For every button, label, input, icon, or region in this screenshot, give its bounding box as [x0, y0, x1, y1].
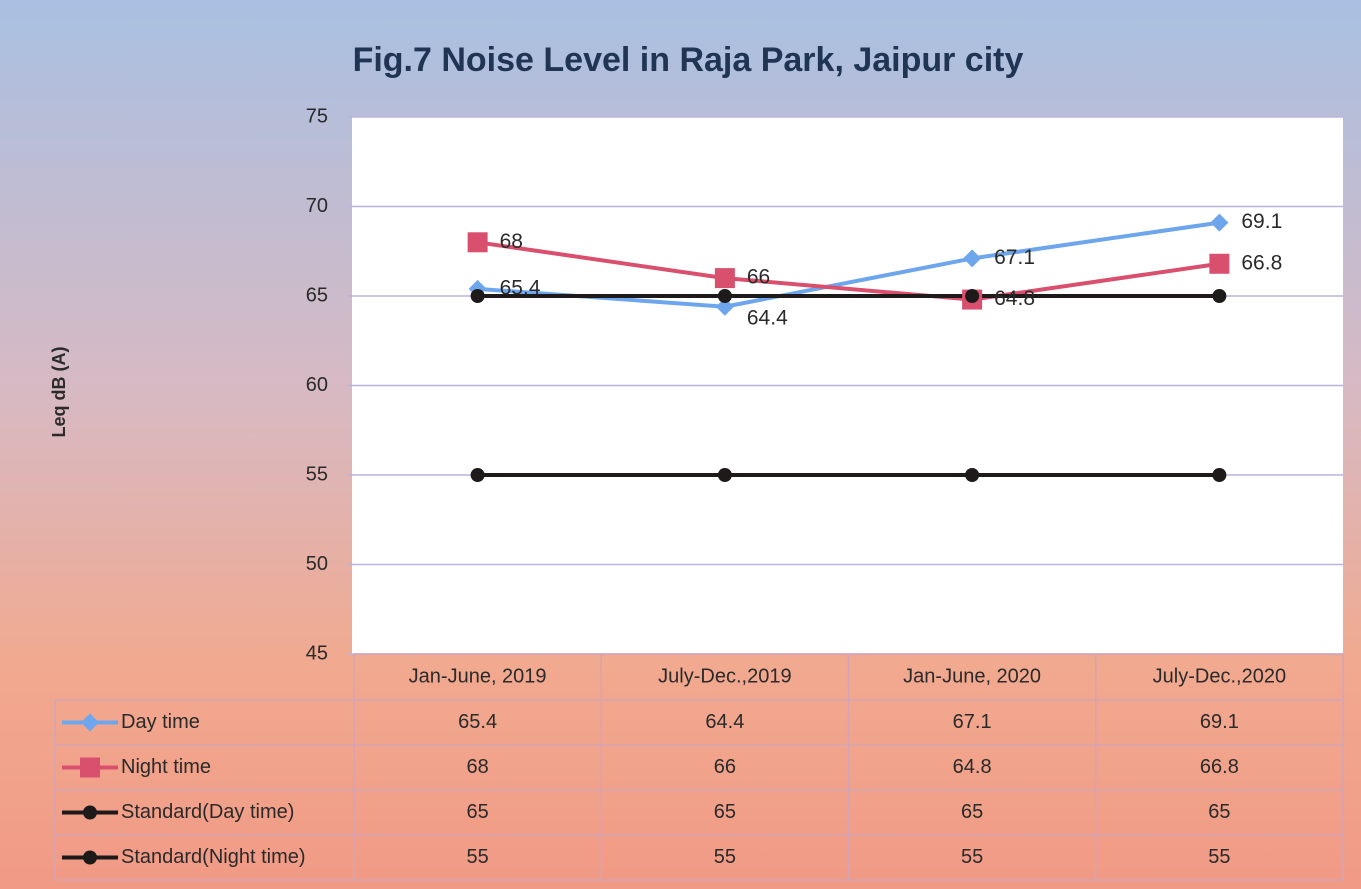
data-label: 65.4	[500, 276, 541, 299]
legend-label: Standard(Night time)	[121, 846, 306, 868]
x-tick-label: Jan-June, 2019	[409, 665, 547, 687]
series-line	[477, 240, 1220, 302]
series-marker	[1210, 213, 1229, 232]
chart-title: Fig.7 Noise Level in Raja Park, Jaipur c…	[353, 41, 1024, 79]
y-axis-label: Leq dB (A)	[49, 347, 69, 438]
series-marker	[965, 289, 980, 303]
legend-label: Night time	[121, 756, 211, 778]
table-value: 65.4	[458, 711, 497, 733]
series-marker	[1212, 289, 1227, 303]
data-label: 66.8	[1241, 251, 1282, 274]
table-value: 66	[714, 756, 736, 778]
data-label: 67.1	[994, 246, 1035, 269]
table-value: 55	[714, 846, 736, 868]
y-tick-label: 45	[306, 642, 328, 664]
x-tick-label: Jan-June, 2020	[903, 665, 1041, 687]
table-value: 68	[467, 756, 489, 778]
x-tick-label: July-Dec.,2019	[658, 665, 791, 687]
y-tick-label: 65	[306, 284, 328, 306]
legend-marker	[83, 805, 97, 820]
table-value: 55	[1208, 846, 1230, 868]
series-marker	[715, 297, 734, 316]
series-marker	[714, 268, 735, 289]
data-label: 69.1	[1241, 210, 1282, 233]
table-value: 55	[961, 846, 983, 868]
table-value: 67.1	[953, 711, 992, 733]
series-marker	[470, 289, 485, 303]
data-label: 66	[747, 266, 770, 289]
series-marker	[1209, 253, 1230, 274]
legend-marker	[83, 850, 97, 865]
y-tick-label: 55	[306, 463, 328, 485]
data-label: 68	[500, 230, 523, 253]
series-marker	[717, 289, 732, 303]
legend-marker	[80, 757, 100, 778]
table-value: 65	[714, 801, 736, 823]
series-marker	[965, 468, 980, 482]
series-marker	[470, 468, 485, 482]
table-value: 65	[467, 801, 489, 823]
series-marker	[467, 232, 488, 253]
table-value: 64.8	[953, 756, 992, 778]
x-tick-label: July-Dec.,2020	[1153, 665, 1286, 687]
table-value: 65	[961, 801, 983, 823]
series-marker	[1212, 468, 1227, 482]
table-value: 69.1	[1200, 711, 1239, 733]
y-tick-label: 75	[306, 105, 328, 127]
legend-label: Standard(Day time)	[121, 801, 294, 823]
data-label: 64.4	[747, 306, 788, 329]
table-value: 55	[467, 846, 489, 868]
table-value: 66.8	[1200, 756, 1239, 778]
series-marker	[963, 249, 982, 268]
table-value: 65	[1208, 801, 1230, 823]
series-marker	[717, 468, 732, 482]
y-tick-label: 60	[306, 374, 328, 396]
y-tick-label: 50	[306, 553, 328, 575]
data-label: 64.8	[994, 287, 1035, 310]
y-tick-label: 70	[306, 195, 328, 217]
legend-marker	[81, 713, 99, 732]
legend-label: Day time	[121, 711, 200, 733]
table-value: 64.4	[705, 711, 744, 733]
